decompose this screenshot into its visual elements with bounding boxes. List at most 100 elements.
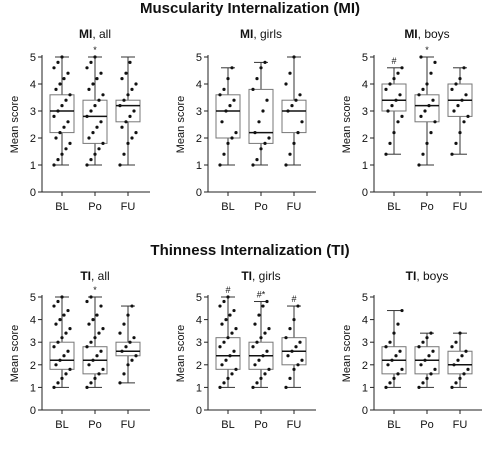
data-point <box>120 125 124 129</box>
data-point <box>220 322 224 326</box>
data-point <box>93 55 97 59</box>
data-point <box>425 336 429 340</box>
data-point <box>284 336 288 340</box>
significance-mark: * <box>93 285 97 295</box>
data-point <box>228 104 232 108</box>
data-point <box>126 363 130 367</box>
data-point <box>392 131 396 135</box>
data-point <box>429 131 433 135</box>
data-point <box>134 354 138 358</box>
data-point <box>396 322 400 326</box>
data-point <box>232 349 236 353</box>
data-point <box>52 114 56 118</box>
data-point <box>89 109 93 113</box>
y-tick-label: 4 <box>30 315 36 327</box>
data-point <box>429 71 433 75</box>
data-point <box>232 308 236 313</box>
data-point <box>132 109 136 113</box>
data-point <box>52 304 56 308</box>
data-point <box>64 98 68 102</box>
data-point <box>87 322 91 326</box>
data-point <box>456 358 460 362</box>
x-tick-label: BL <box>387 201 400 213</box>
data-point <box>454 82 458 86</box>
data-point <box>431 349 435 353</box>
data-point <box>52 163 56 167</box>
data-point <box>425 82 429 86</box>
data-point <box>259 66 263 70</box>
data-point <box>60 376 64 380</box>
data-point <box>62 77 66 81</box>
data-point <box>126 93 130 97</box>
data-point <box>400 114 404 118</box>
x-tick-label: FU <box>453 201 468 213</box>
y-axis-label: Mean score <box>341 96 353 153</box>
data-point <box>228 313 232 317</box>
data-point <box>292 141 296 145</box>
data-point <box>394 354 398 358</box>
data-point <box>458 331 462 335</box>
x-tick-label: BL <box>55 201 68 213</box>
data-point <box>66 349 70 353</box>
data-point <box>85 66 89 70</box>
data-point <box>218 304 222 308</box>
data-point <box>460 354 464 358</box>
significance-mark: #* <box>257 290 266 300</box>
data-point <box>450 87 454 91</box>
data-point <box>288 327 292 331</box>
data-point <box>251 385 255 389</box>
data-point <box>99 120 103 124</box>
data-point <box>288 71 292 75</box>
data-point <box>421 87 425 91</box>
data-point <box>99 71 103 75</box>
data-point <box>458 376 462 380</box>
data-point <box>118 331 122 335</box>
data-point <box>392 77 396 81</box>
box <box>215 94 241 139</box>
x-tick-label: Po <box>254 201 267 213</box>
data-point <box>91 131 95 135</box>
data-point <box>419 55 423 59</box>
data-point <box>462 372 466 376</box>
mi-section-title: Muscularity Internalization (MI) <box>139 0 361 17</box>
data-point <box>52 345 56 349</box>
data-point <box>421 381 425 385</box>
data-point <box>392 376 396 380</box>
chart-title-rest: , girls <box>253 27 282 41</box>
data-point <box>300 358 304 362</box>
data-point <box>384 385 388 389</box>
ti-boys-chart: TI, boys Mean score 0 1 2 3 4 5 BL Po FU <box>341 269 482 431</box>
data-point <box>255 381 259 385</box>
data-point <box>87 87 91 91</box>
x-tick-label: Po <box>420 201 433 213</box>
data-point <box>466 367 470 371</box>
y-tick-label: 2 <box>196 360 202 372</box>
y-tick-label: 3 <box>196 337 202 349</box>
data-point <box>265 349 269 353</box>
data-point <box>124 71 128 75</box>
y-axis-label: Mean score <box>175 325 187 382</box>
data-point <box>396 71 400 75</box>
y-tick-label: 3 <box>362 106 368 118</box>
data-point <box>224 318 228 322</box>
data-point <box>58 131 62 135</box>
y-tick-label: 2 <box>30 360 36 372</box>
y-tick-label: 4 <box>30 79 36 91</box>
data-point <box>122 322 126 326</box>
data-point <box>91 82 95 86</box>
data-point <box>97 331 101 335</box>
data-point <box>62 313 66 317</box>
data-point <box>419 114 423 118</box>
data-point <box>93 336 97 340</box>
y-axis-label: Mean score <box>341 325 353 382</box>
data-point <box>261 304 265 308</box>
data-point <box>85 299 89 304</box>
y-tick-label: 1 <box>362 382 368 394</box>
y-tick-label: 4 <box>362 79 368 91</box>
box <box>248 88 274 144</box>
data-point <box>226 77 230 81</box>
data-point <box>56 381 60 385</box>
data-point <box>130 136 134 140</box>
y-axis-label: Mean score <box>175 96 187 153</box>
data-point <box>64 147 68 151</box>
